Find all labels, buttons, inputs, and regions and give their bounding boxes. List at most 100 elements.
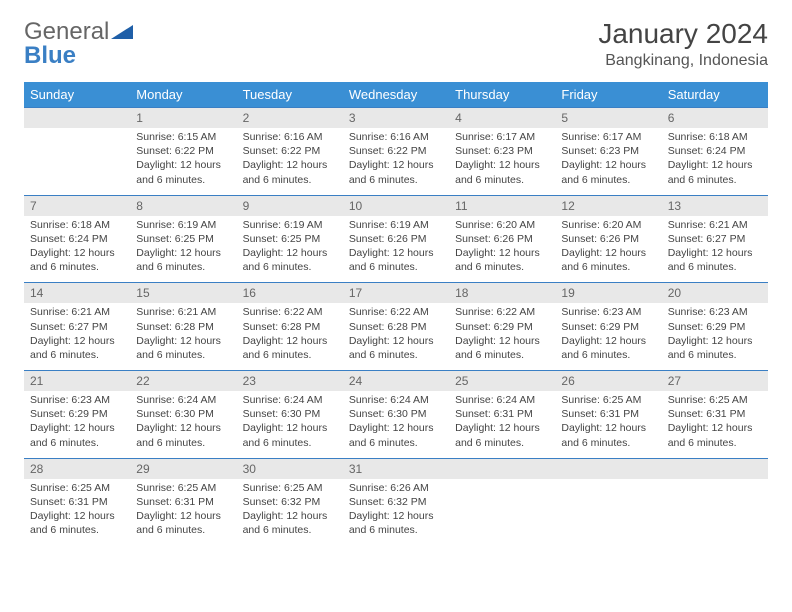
daylight-line: Daylight: 12 hours and 6 minutes. — [668, 421, 762, 449]
day-number: 21 — [24, 371, 130, 392]
sunset-line: Sunset: 6:31 PM — [136, 495, 230, 509]
sunset-line: Sunset: 6:26 PM — [561, 232, 655, 246]
sunset-line: Sunset: 6:30 PM — [243, 407, 337, 421]
day-number — [662, 458, 768, 479]
week-3-data: Sunrise: 6:23 AMSunset: 6:29 PMDaylight:… — [24, 391, 768, 458]
day-number: 8 — [130, 195, 236, 216]
daylight-line: Daylight: 12 hours and 6 minutes. — [243, 509, 337, 537]
sunset-line: Sunset: 6:32 PM — [243, 495, 337, 509]
day-number: 10 — [343, 195, 449, 216]
day-number: 28 — [24, 458, 130, 479]
daylight-line: Daylight: 12 hours and 6 minutes. — [243, 158, 337, 186]
sunrise-line: Sunrise: 6:21 AM — [136, 305, 230, 319]
day-number: 4 — [449, 108, 555, 129]
daylight-line: Daylight: 12 hours and 6 minutes. — [136, 509, 230, 537]
day-cell: Sunrise: 6:22 AMSunset: 6:28 PMDaylight:… — [343, 303, 449, 370]
sunrise-line: Sunrise: 6:23 AM — [561, 305, 655, 319]
day-number: 29 — [130, 458, 236, 479]
sunset-line: Sunset: 6:30 PM — [136, 407, 230, 421]
day-cell: Sunrise: 6:24 AMSunset: 6:30 PMDaylight:… — [343, 391, 449, 458]
sunrise-line: Sunrise: 6:15 AM — [136, 130, 230, 144]
sunset-line: Sunset: 6:31 PM — [561, 407, 655, 421]
day-cell: Sunrise: 6:18 AMSunset: 6:24 PMDaylight:… — [24, 216, 130, 283]
day-number: 23 — [237, 371, 343, 392]
sunrise-line: Sunrise: 6:24 AM — [349, 393, 443, 407]
day-number: 22 — [130, 371, 236, 392]
daylight-line: Daylight: 12 hours and 6 minutes. — [136, 246, 230, 274]
week-1-numbers: 78910111213 — [24, 195, 768, 216]
daylight-line: Daylight: 12 hours and 6 minutes. — [30, 334, 124, 362]
sunrise-line: Sunrise: 6:25 AM — [136, 481, 230, 495]
sunrise-line: Sunrise: 6:22 AM — [349, 305, 443, 319]
day-cell: Sunrise: 6:25 AMSunset: 6:31 PMDaylight:… — [555, 391, 661, 458]
daylight-line: Daylight: 12 hours and 6 minutes. — [561, 334, 655, 362]
daylight-line: Daylight: 12 hours and 6 minutes. — [455, 421, 549, 449]
daylight-line: Daylight: 12 hours and 6 minutes. — [561, 246, 655, 274]
daylight-line: Daylight: 12 hours and 6 minutes. — [136, 334, 230, 362]
day-number: 7 — [24, 195, 130, 216]
sunset-line: Sunset: 6:23 PM — [455, 144, 549, 158]
daylight-line: Daylight: 12 hours and 6 minutes. — [455, 334, 549, 362]
day-cell: Sunrise: 6:23 AMSunset: 6:29 PMDaylight:… — [24, 391, 130, 458]
sunset-line: Sunset: 6:27 PM — [30, 320, 124, 334]
daylight-line: Daylight: 12 hours and 6 minutes. — [243, 246, 337, 274]
sunrise-line: Sunrise: 6:25 AM — [561, 393, 655, 407]
week-4-numbers: 28293031 — [24, 458, 768, 479]
week-3-numbers: 21222324252627 — [24, 371, 768, 392]
day-number: 2 — [237, 108, 343, 129]
day-cell: Sunrise: 6:20 AMSunset: 6:26 PMDaylight:… — [449, 216, 555, 283]
sunset-line: Sunset: 6:26 PM — [349, 232, 443, 246]
calendar-table: SundayMondayTuesdayWednesdayThursdayFrid… — [24, 82, 768, 545]
sunrise-line: Sunrise: 6:26 AM — [349, 481, 443, 495]
daylight-line: Daylight: 12 hours and 6 minutes. — [243, 334, 337, 362]
daylight-line: Daylight: 12 hours and 6 minutes. — [349, 334, 443, 362]
sunrise-line: Sunrise: 6:25 AM — [243, 481, 337, 495]
day-number: 18 — [449, 283, 555, 304]
sunrise-line: Sunrise: 6:24 AM — [455, 393, 549, 407]
daylight-line: Daylight: 12 hours and 6 minutes. — [668, 246, 762, 274]
day-number: 26 — [555, 371, 661, 392]
day-number: 11 — [449, 195, 555, 216]
daylight-line: Daylight: 12 hours and 6 minutes. — [668, 334, 762, 362]
daylight-line: Daylight: 12 hours and 6 minutes. — [243, 421, 337, 449]
day-cell: Sunrise: 6:24 AMSunset: 6:31 PMDaylight:… — [449, 391, 555, 458]
day-number: 30 — [237, 458, 343, 479]
day-cell: Sunrise: 6:17 AMSunset: 6:23 PMDaylight:… — [555, 128, 661, 195]
day-cell: Sunrise: 6:17 AMSunset: 6:23 PMDaylight:… — [449, 128, 555, 195]
month-title: January 2024 — [598, 18, 768, 50]
day-header-sunday: Sunday — [24, 82, 130, 108]
daylight-line: Daylight: 12 hours and 6 minutes. — [349, 509, 443, 537]
sunrise-line: Sunrise: 6:20 AM — [561, 218, 655, 232]
sunset-line: Sunset: 6:26 PM — [455, 232, 549, 246]
daylight-line: Daylight: 12 hours and 6 minutes. — [561, 421, 655, 449]
day-cell: Sunrise: 6:20 AMSunset: 6:26 PMDaylight:… — [555, 216, 661, 283]
day-cell: Sunrise: 6:26 AMSunset: 6:32 PMDaylight:… — [343, 479, 449, 546]
sunset-line: Sunset: 6:29 PM — [561, 320, 655, 334]
sunset-line: Sunset: 6:23 PM — [561, 144, 655, 158]
title-block: January 2024 Bangkinang, Indonesia — [598, 18, 768, 70]
sunrise-line: Sunrise: 6:17 AM — [455, 130, 549, 144]
day-cell — [555, 479, 661, 546]
daylight-line: Daylight: 12 hours and 6 minutes. — [30, 421, 124, 449]
sunset-line: Sunset: 6:32 PM — [349, 495, 443, 509]
sunset-line: Sunset: 6:22 PM — [243, 144, 337, 158]
day-cell: Sunrise: 6:22 AMSunset: 6:28 PMDaylight:… — [237, 303, 343, 370]
sunset-line: Sunset: 6:22 PM — [349, 144, 443, 158]
daylight-line: Daylight: 12 hours and 6 minutes. — [136, 421, 230, 449]
sunrise-line: Sunrise: 6:21 AM — [30, 305, 124, 319]
day-cell: Sunrise: 6:22 AMSunset: 6:29 PMDaylight:… — [449, 303, 555, 370]
sunset-line: Sunset: 6:25 PM — [243, 232, 337, 246]
location-text: Bangkinang, Indonesia — [598, 52, 768, 70]
sunset-line: Sunset: 6:29 PM — [30, 407, 124, 421]
sunrise-line: Sunrise: 6:23 AM — [668, 305, 762, 319]
day-cell: Sunrise: 6:24 AMSunset: 6:30 PMDaylight:… — [130, 391, 236, 458]
day-number — [555, 458, 661, 479]
day-number: 13 — [662, 195, 768, 216]
sunrise-line: Sunrise: 6:22 AM — [243, 305, 337, 319]
sunrise-line: Sunrise: 6:19 AM — [349, 218, 443, 232]
week-1-data: Sunrise: 6:18 AMSunset: 6:24 PMDaylight:… — [24, 216, 768, 283]
daylight-line: Daylight: 12 hours and 6 minutes. — [349, 246, 443, 274]
sunrise-line: Sunrise: 6:19 AM — [136, 218, 230, 232]
sunset-line: Sunset: 6:28 PM — [136, 320, 230, 334]
day-number: 25 — [449, 371, 555, 392]
